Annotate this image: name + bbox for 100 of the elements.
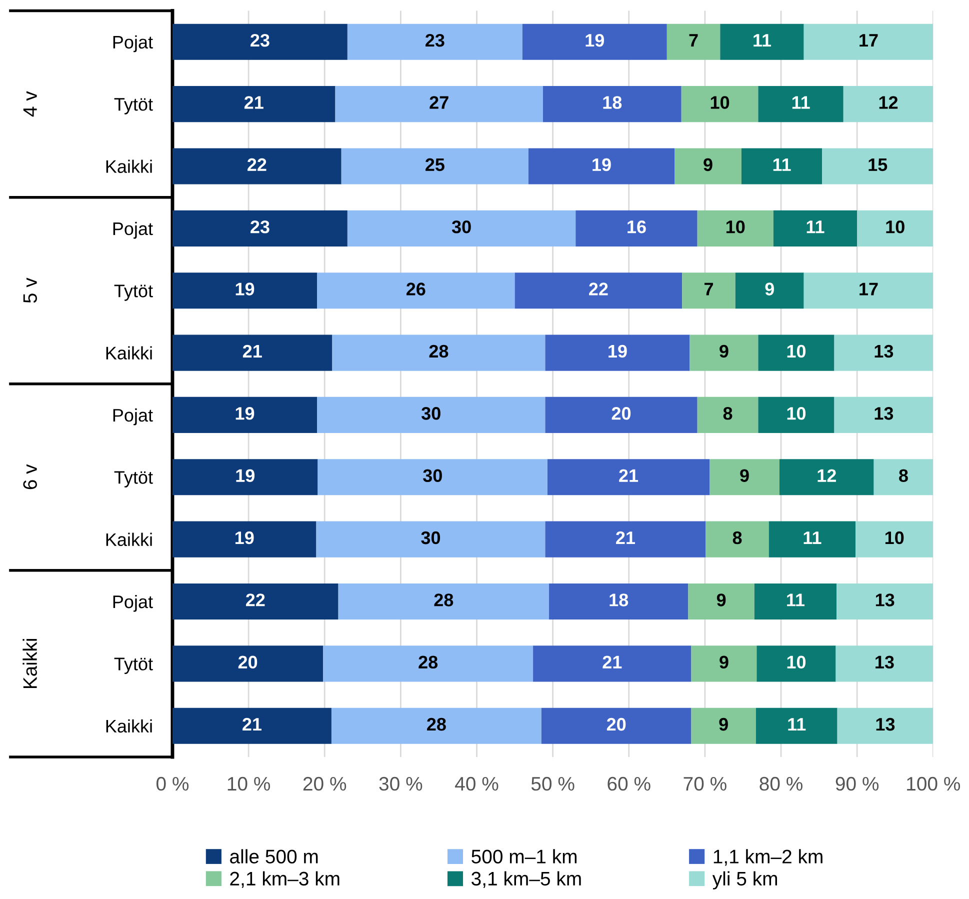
y-tick-label: Kaikki [106, 346, 152, 360]
y-tick-label: Kaikki [106, 719, 152, 733]
data-label: 21 [244, 96, 264, 109]
bar [338, 583, 550, 620]
bar [804, 272, 934, 309]
data-label: 13 [874, 344, 894, 358]
y-tick-label: Tytöt [114, 98, 153, 114]
x-tick-label: 60 % [608, 776, 650, 791]
bar [172, 210, 348, 246]
data-label: 22 [248, 158, 266, 171]
text: 4 v [23, 91, 37, 117]
bar [874, 459, 934, 496]
data-label: 21 [242, 718, 262, 731]
bar [735, 272, 804, 309]
y-tick-label: Tytöt [114, 658, 153, 674]
bar [857, 210, 934, 246]
bar [172, 646, 324, 682]
data-label: 10 [787, 407, 806, 420]
data-label: 13 [876, 718, 895, 731]
data-label: 9 [720, 656, 728, 669]
y-tick-label: Pojat [113, 222, 153, 239]
x-tick-label: 30 % [379, 776, 422, 791]
text: 6 v [23, 464, 37, 490]
bar [172, 334, 332, 371]
data-label: 18 [610, 594, 628, 606]
bar [347, 210, 576, 246]
bar [317, 396, 546, 433]
bar [172, 521, 316, 558]
bar [697, 396, 758, 433]
bar [758, 396, 834, 433]
data-label: 30 [421, 531, 440, 544]
bar [836, 583, 934, 620]
data-label: 23 [425, 34, 444, 47]
bar [804, 24, 934, 60]
bar [710, 459, 780, 496]
data-label: 7 [689, 34, 698, 47]
data-label: 9 [704, 158, 712, 172]
data-label: 10 [885, 531, 904, 544]
bar [856, 521, 934, 558]
data-label: 20 [612, 407, 631, 420]
text: 5 v [23, 278, 37, 303]
bar [691, 708, 756, 744]
legend-label: 500 m–1 km [472, 849, 577, 864]
bar [758, 334, 834, 371]
data-label: 7 [704, 282, 713, 296]
bar [576, 210, 698, 246]
data-label: 28 [418, 656, 438, 669]
y-tick-label: Tytöt [114, 471, 153, 488]
data-label: 19 [236, 282, 254, 296]
data-label: 20 [606, 718, 626, 731]
data-label: 21 [619, 469, 638, 482]
data-label: 15 [868, 158, 888, 172]
data-label: 9 [719, 718, 728, 731]
x-tick-label: 80 % [760, 776, 802, 791]
bar [754, 583, 837, 620]
bar [549, 583, 688, 620]
bar [666, 24, 720, 60]
data-label: 28 [429, 344, 448, 358]
bar [542, 86, 682, 122]
bar [172, 459, 318, 496]
bar [836, 646, 934, 682]
data-label: 21 [602, 656, 622, 668]
bar [545, 334, 690, 371]
bar [758, 86, 844, 122]
bar [172, 148, 342, 184]
legend-label: 2,1 km–3 km [230, 871, 340, 888]
bar [756, 646, 836, 682]
data-label: 19 [586, 34, 604, 47]
bar [331, 708, 542, 744]
legend-label: yli 5 km [712, 871, 777, 890]
bar [323, 646, 534, 682]
data-label: 10 [710, 96, 730, 109]
data-label: 13 [876, 656, 894, 669]
y-tick-label: Pojat [113, 408, 153, 426]
x-tick-label: 20 % [303, 776, 346, 791]
bar [688, 583, 754, 620]
bar [316, 521, 546, 558]
bar [690, 334, 758, 371]
data-label: 11 [773, 158, 791, 171]
data-label: 23 [250, 220, 270, 234]
bar [706, 521, 769, 558]
bar [720, 24, 804, 60]
bar [674, 148, 742, 184]
data-label: 27 [430, 96, 448, 109]
data-label: 22 [589, 282, 608, 296]
data-label: 18 [603, 96, 622, 109]
data-label: 12 [818, 469, 836, 482]
data-label: 10 [787, 344, 806, 358]
bar [341, 148, 528, 184]
bar [541, 708, 692, 744]
bar [681, 86, 758, 122]
data-label: 16 [628, 220, 646, 234]
legend-label: alle 500 m [230, 849, 318, 864]
bar [843, 86, 934, 122]
bar [528, 148, 675, 184]
data-label: 9 [720, 344, 728, 358]
data-label: 30 [452, 220, 471, 234]
data-label: 13 [874, 407, 894, 420]
bar [834, 396, 934, 433]
data-label: 10 [886, 220, 904, 234]
